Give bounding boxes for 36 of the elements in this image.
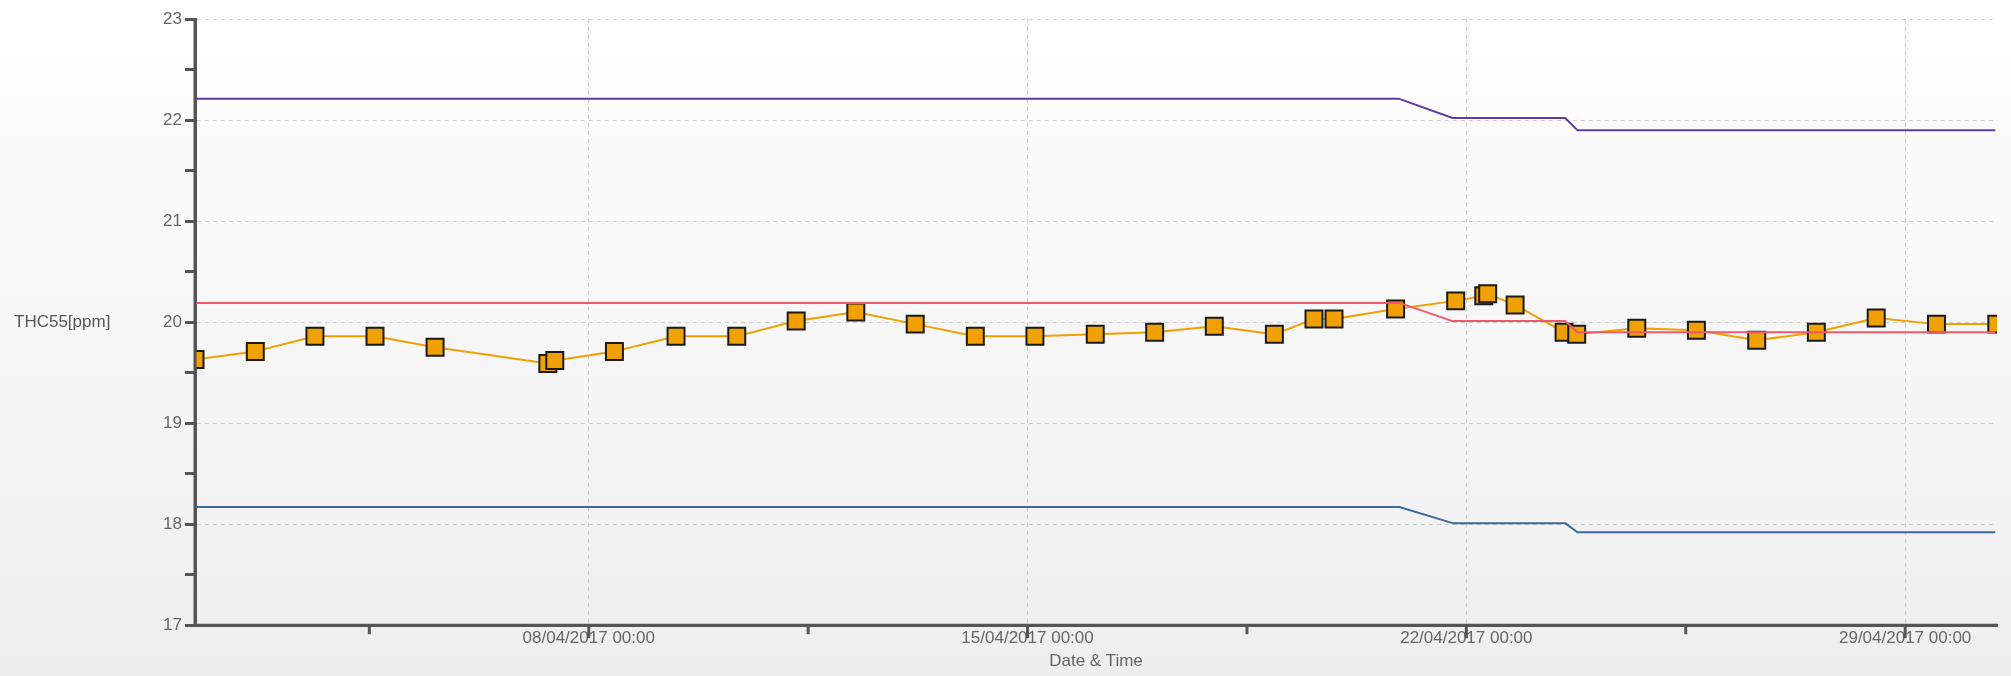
x-tick-label: 08/04/2017 00:00 xyxy=(522,628,655,648)
point xyxy=(1304,309,1324,329)
y-tick-label: 18 xyxy=(163,513,182,533)
x-axis-title: Date & Time xyxy=(1049,651,1143,671)
point xyxy=(1145,322,1165,342)
point xyxy=(846,302,866,322)
point xyxy=(545,351,565,370)
point xyxy=(1025,326,1045,346)
y-tick-label: 23 xyxy=(163,8,182,28)
point xyxy=(1505,295,1525,315)
point xyxy=(727,326,747,346)
point xyxy=(365,326,385,346)
point xyxy=(604,341,624,361)
x-tick-label: 15/04/2017 00:00 xyxy=(961,628,1094,648)
point xyxy=(1446,291,1466,311)
point xyxy=(305,326,325,346)
y-tick-label: 19 xyxy=(163,412,182,432)
point xyxy=(1085,324,1105,344)
point xyxy=(245,341,265,361)
point xyxy=(666,326,686,346)
point xyxy=(425,337,445,357)
point xyxy=(1866,308,1886,328)
y-tick-label: 20 xyxy=(163,311,182,331)
y-tick-label: 17 xyxy=(163,614,182,634)
y-tick-label: 22 xyxy=(163,109,182,129)
x-tick-label: 29/04/2017 00:00 xyxy=(1838,628,1972,648)
point xyxy=(1204,316,1224,336)
y-axis-title: THC55[ppm] xyxy=(14,311,111,331)
point xyxy=(1264,324,1284,344)
y-tick-label: 21 xyxy=(163,210,182,230)
point xyxy=(905,314,925,334)
point xyxy=(965,326,985,346)
x-tick-label: 22/04/2017 00:00 xyxy=(1400,628,1533,648)
point xyxy=(1747,330,1767,350)
point xyxy=(786,311,806,331)
point xyxy=(1324,309,1344,329)
